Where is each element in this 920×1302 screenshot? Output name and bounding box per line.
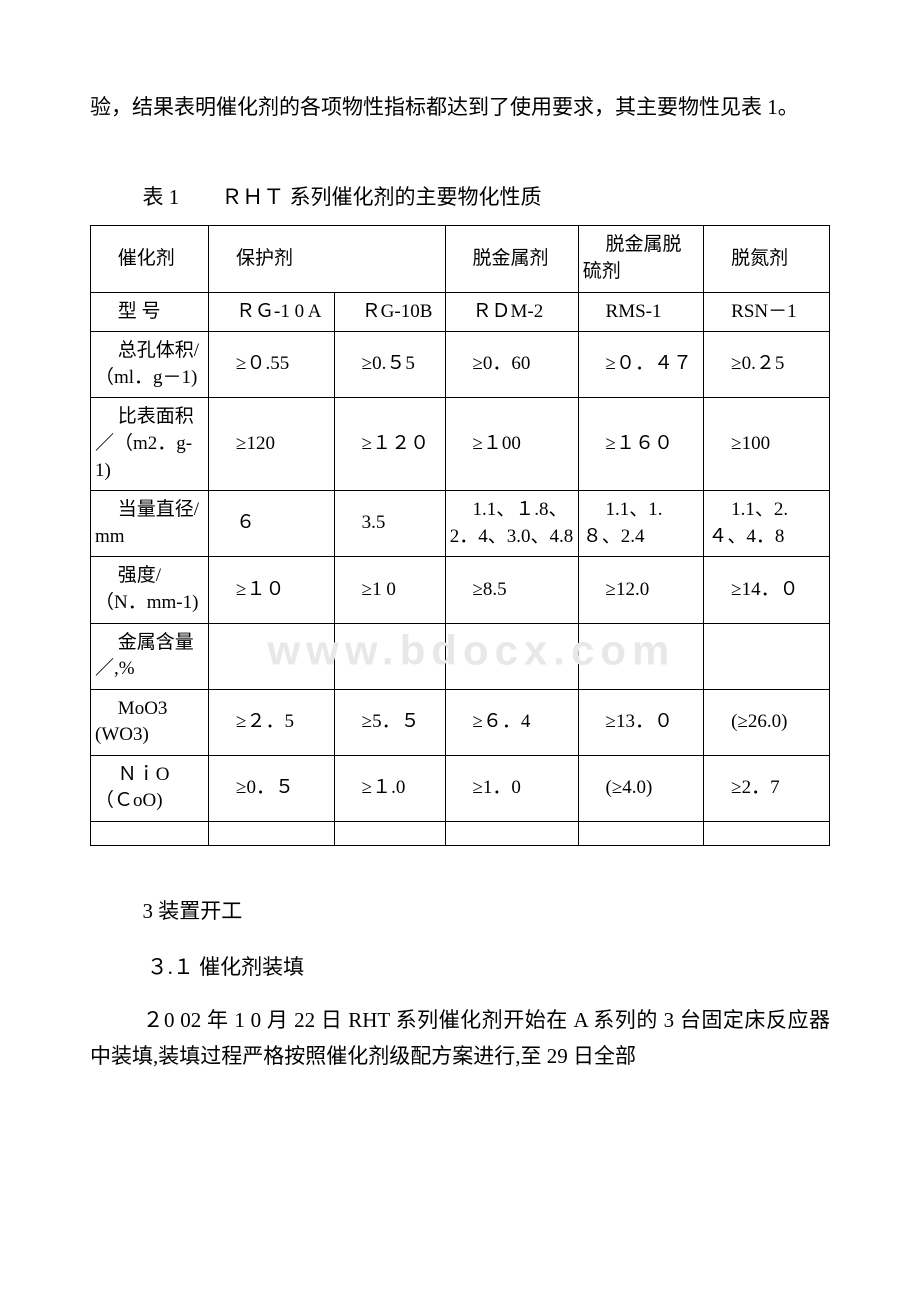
table-cell (578, 822, 704, 846)
table-cell (704, 623, 830, 689)
section-3-body: ２0 02 年 1 0 月 22 日 RHT 系列催化剂开始在 A 系列的 3 … (90, 1003, 830, 1074)
table-cell (578, 623, 704, 689)
table-empty-row (91, 822, 830, 846)
table-cell (334, 822, 445, 846)
table-cell: ≥０．４７ (578, 332, 704, 398)
table-header-row: 催化剂 保护剂 脱金属剂 脱金属脱硫剂 脱氮剂 (91, 226, 830, 292)
table-header-cell: 脱金属剂 (445, 226, 578, 292)
table-cell: ≥8.5 (445, 557, 578, 623)
table-cell: 1.1、１.8、2．4、3.0、4.8 (445, 491, 578, 557)
table-cell: ≥１０ (209, 557, 335, 623)
table-cell: (≥26.0) (704, 689, 830, 755)
table-cell (209, 623, 335, 689)
table-cell: ≥１２０ (334, 398, 445, 491)
table-cell: 1.1、2.４、4．8 (704, 491, 830, 557)
table-cell: (≥4.0) (578, 755, 704, 821)
table-cell: ≥100 (704, 398, 830, 491)
table-cell: 型 号 (91, 292, 209, 332)
table-cell: ≥0．60 (445, 332, 578, 398)
table-cell: RSN－1 (704, 292, 830, 332)
table-cell: ≥１00 (445, 398, 578, 491)
table-cell: ≥120 (209, 398, 335, 491)
table-cell: RMS-1 (578, 292, 704, 332)
table-cell: ６ (209, 491, 335, 557)
section-3-heading: 3 装置开工 (90, 894, 830, 930)
table-cell (445, 623, 578, 689)
table-header-cell: 保护剂 (209, 226, 445, 292)
table-cell: ＲＧ-1 0 A (209, 292, 335, 332)
table-row: 金属含量／,% (91, 623, 830, 689)
table-caption: 表 1 ＲＨＴ 系列催化剂的主要物化性质 (90, 180, 830, 216)
section-3-1-heading: ３.１ 催化剂装填 (90, 950, 830, 986)
cell-content: 3.5 (362, 512, 386, 533)
table-cell: MoO3 (WO3) (91, 689, 209, 755)
table-cell: ≥12.0 (578, 557, 704, 623)
table-cell: ≥1．0 (445, 755, 578, 821)
table-row: 比表面积／（m2．g-1) ≥120 ≥１２０ ≥１00 ≥１６０ ≥100 (91, 398, 830, 491)
table-row: 当量直径/mm ６ www.bdocx.com 3.5 1.1、１.8、2．4、… (91, 491, 830, 557)
table-cell: ≥１６０ (578, 398, 704, 491)
table-cell: ≥１.0 (334, 755, 445, 821)
table-row: 型 号 ＲＧ-1 0 A ＲG-10B ＲＤM-2 RMS-1 RSN－1 (91, 292, 830, 332)
table-cell: 1.1、1.８、2.4 (578, 491, 704, 557)
table-cell watermark-cell: www.bdocx.com 3.5 (334, 491, 445, 557)
table-cell: 强度/（N．mm-1) (91, 557, 209, 623)
table-cell: ＮｉO（ＣoO) (91, 755, 209, 821)
table-cell: ≥2．7 (704, 755, 830, 821)
table-header-cell: 催化剂 (91, 226, 209, 292)
table-cell: ＲＤM-2 (445, 292, 578, 332)
table-row: 强度/（N．mm-1) ≥１０ ≥1 0 ≥8.5 ≥12.0 ≥14．０ (91, 557, 830, 623)
table-header-cell: 脱金属脱硫剂 (578, 226, 704, 292)
table-cell: ≥６．4 (445, 689, 578, 755)
table-cell: 当量直径/mm (91, 491, 209, 557)
intro-paragraph: 验，结果表明催化剂的各项物性指标都达到了使用要求，其主要物性见表 1。 (90, 90, 830, 126)
table-cell: ≥5．５ (334, 689, 445, 755)
table-cell (704, 822, 830, 846)
table-cell: ≥0．５ (209, 755, 335, 821)
table-cell: 总孔体积/（ml．g－1) (91, 332, 209, 398)
table-cell: 金属含量／,% (91, 623, 209, 689)
table-row: ＮｉO（ＣoO) ≥0．５ ≥１.0 ≥1．0 (≥4.0) ≥2．7 (91, 755, 830, 821)
table-cell: ＲG-10B (334, 292, 445, 332)
table-cell (91, 822, 209, 846)
table-cell: ≥２．5 (209, 689, 335, 755)
table-cell: ≥1 0 (334, 557, 445, 623)
table-cell: ≥0.２5 (704, 332, 830, 398)
table-cell (209, 822, 335, 846)
table-row: 总孔体积/（ml．g－1) ≥０.55 ≥0.５5 ≥0．60 ≥０．４７ ≥0… (91, 332, 830, 398)
table-cell (445, 822, 578, 846)
table-cell: ≥０.55 (209, 332, 335, 398)
table-cell: ≥14．０ (704, 557, 830, 623)
table-header-cell: 脱氮剂 (704, 226, 830, 292)
table-cell: ≥13．０ (578, 689, 704, 755)
table-cell: 比表面积／（m2．g-1) (91, 398, 209, 491)
table-cell: ≥0.５5 (334, 332, 445, 398)
catalyst-properties-table: 催化剂 保护剂 脱金属剂 脱金属脱硫剂 脱氮剂 型 号 ＲＧ-1 0 A ＲG-… (90, 225, 830, 846)
table-cell (334, 623, 445, 689)
table-row: MoO3 (WO3) ≥２．5 ≥5．５ ≥６．4 ≥13．０ (≥26.0) (91, 689, 830, 755)
